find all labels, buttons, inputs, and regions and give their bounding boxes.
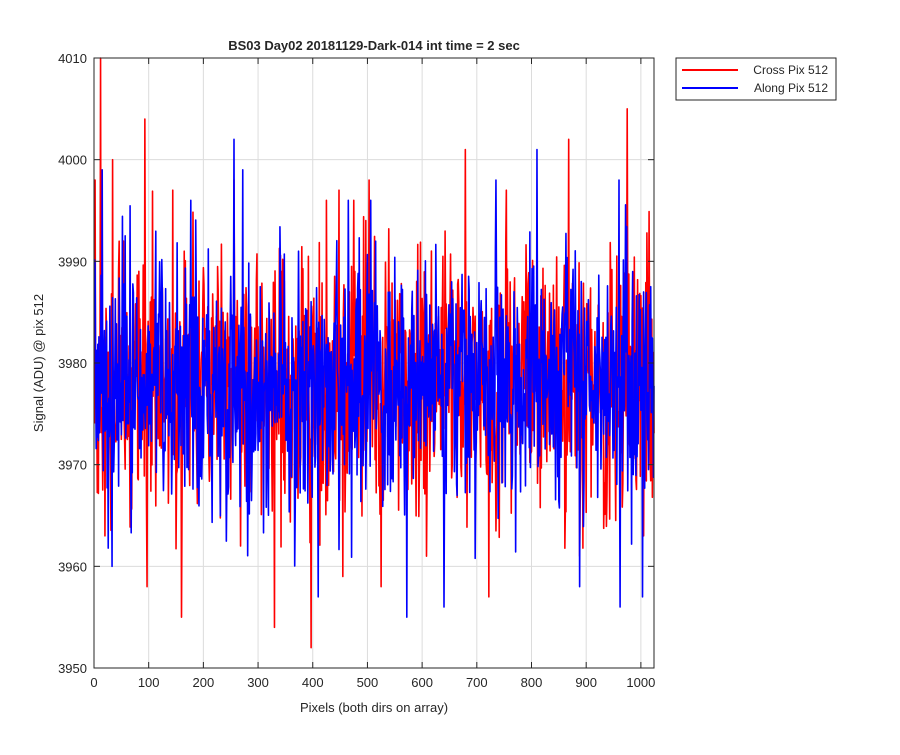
x-tick-label: 800 xyxy=(521,675,543,690)
x-tick-label: 1000 xyxy=(626,675,655,690)
legend: Cross Pix 512 Along Pix 512 xyxy=(675,57,837,101)
x-tick-label: 900 xyxy=(575,675,597,690)
x-tick-label: 700 xyxy=(466,675,488,690)
x-tick-label: 0 xyxy=(90,675,97,690)
y-tick-label: 3950 xyxy=(58,661,87,676)
x-tick-label: 500 xyxy=(357,675,379,690)
x-tick-label: 600 xyxy=(411,675,433,690)
legend-label-along: Along Pix 512 xyxy=(754,81,828,95)
y-tick-label: 3970 xyxy=(58,458,87,473)
x-tick-label: 100 xyxy=(138,675,160,690)
y-tick-label: 3990 xyxy=(58,254,87,269)
legend-box xyxy=(675,57,837,101)
y-tick-label: 4000 xyxy=(58,153,87,168)
x-tick-label: 300 xyxy=(247,675,269,690)
x-tick-label: 200 xyxy=(193,675,215,690)
chart-title: BS03 Day02 20181129-Dark-014 int time = … xyxy=(228,38,520,53)
y-tick-label: 3980 xyxy=(58,356,87,371)
y-tick-label: 4010 xyxy=(58,51,87,66)
legend-label-cross: Cross Pix 512 xyxy=(753,63,828,77)
y-axis-label: Signal (ADU) @ pix 512 xyxy=(31,294,46,432)
x-axis-label: Pixels (both dirs on array) xyxy=(300,700,448,715)
series-layer xyxy=(93,57,655,649)
x-tick-label: 400 xyxy=(302,675,324,690)
series-line-along xyxy=(93,138,655,618)
y-tick-label: 3960 xyxy=(58,559,87,574)
ticks: 0 100 200 300 400 500 600 700 800 900 1000 3950 3960… xyxy=(58,51,655,690)
